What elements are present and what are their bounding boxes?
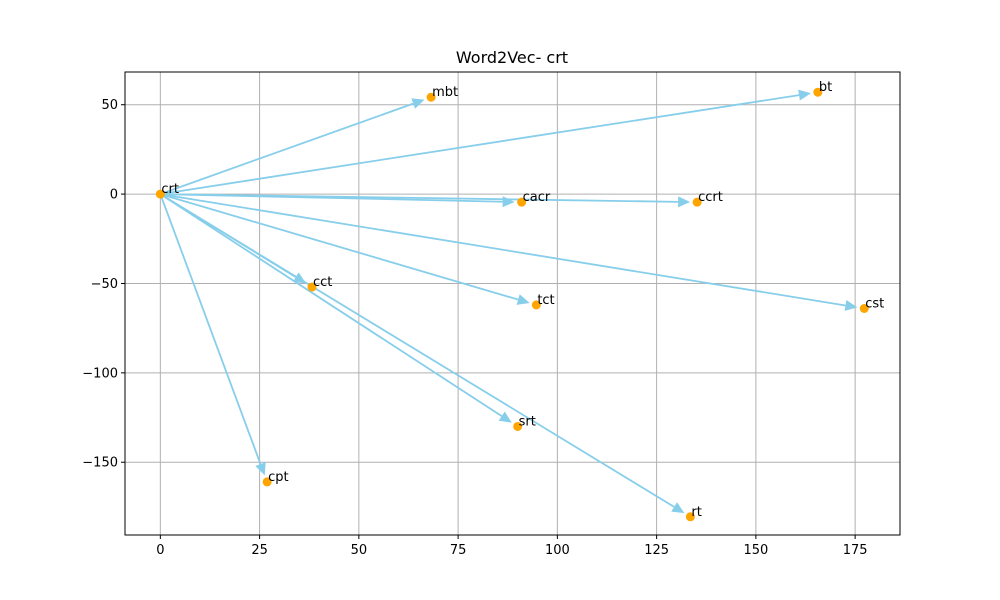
chart-title: Word2Vec- crt (456, 48, 568, 67)
point-label-ccrt: ccrt (698, 190, 723, 205)
point-label-cst: cst (865, 297, 884, 312)
arrow-head-bt (798, 89, 811, 101)
arrow-head-srt (498, 411, 512, 423)
y-tick-label: 0 (110, 188, 118, 203)
point-label-crt: crt (161, 182, 179, 197)
y-tick-label: −50 (91, 277, 118, 292)
point-label-rt: rt (691, 505, 701, 520)
arrow-shaft-tct (160, 193, 519, 301)
arrow-head-cacr (502, 196, 515, 208)
arrow-head-cpt (255, 462, 266, 476)
point-ccrt (692, 197, 702, 207)
point-label-srt: srt (519, 414, 536, 429)
point-layer (155, 87, 869, 522)
arrow-shaft-ccrt (160, 193, 679, 203)
x-tick-label: 100 (545, 543, 570, 558)
point-label-bt: bt (819, 80, 832, 95)
arrow-head-mbt (411, 98, 425, 109)
point-label-cpt: cpt (268, 470, 289, 485)
grid-layer (125, 72, 900, 535)
point-label-tct: tct (537, 293, 554, 308)
point-mbt (426, 92, 436, 102)
arrow-head-rt (671, 502, 685, 514)
y-tick-label: −100 (82, 366, 118, 381)
x-tick-label: 0 (156, 543, 164, 558)
arrow-shaft-srt (159, 193, 503, 417)
x-tick-label: 75 (450, 543, 467, 558)
arrow-shaft-rt (159, 193, 675, 508)
point-label-mbt: mbt (432, 85, 458, 100)
x-tick-label: 150 (743, 543, 768, 558)
point-label-cacr: cacr (523, 190, 551, 205)
plot-frame (124, 71, 901, 536)
label-layer: crt mbt bt cacr ccrt cct tct cst srt cpt rt (161, 80, 884, 520)
y-tick-label: 50 (101, 98, 118, 113)
point-bt (813, 87, 823, 97)
point-cst (859, 304, 869, 314)
point-cpt (262, 477, 272, 487)
arrow-head-tct (516, 294, 530, 305)
arrow-shaft-mbt (160, 102, 414, 195)
arrow-head-cst (844, 300, 858, 311)
point-crt (155, 189, 165, 199)
point-cct (307, 282, 317, 292)
point-cacr (517, 197, 527, 207)
point-rt (685, 512, 695, 522)
arrow-shaft-bt (160, 94, 800, 195)
point-srt (513, 421, 523, 431)
x-tick-label: 25 (251, 543, 268, 558)
tick-layer: 0 25 50 75 100 125 150 175 50 0 −50 −100 −150 (82, 98, 867, 558)
arrow-head-ccrt (678, 196, 691, 208)
x-tick-label: 50 (351, 543, 368, 558)
arrow-shaft-cst (160, 193, 846, 307)
point-tct (531, 300, 541, 310)
arrow-shaft-cpt (159, 193, 262, 465)
arrow-layer (159, 89, 858, 514)
y-tick-label: −150 (82, 456, 118, 471)
x-tick-label: 175 (843, 543, 868, 558)
x-tick-label: 125 (644, 543, 669, 558)
point-label-cct: cct (313, 275, 332, 290)
